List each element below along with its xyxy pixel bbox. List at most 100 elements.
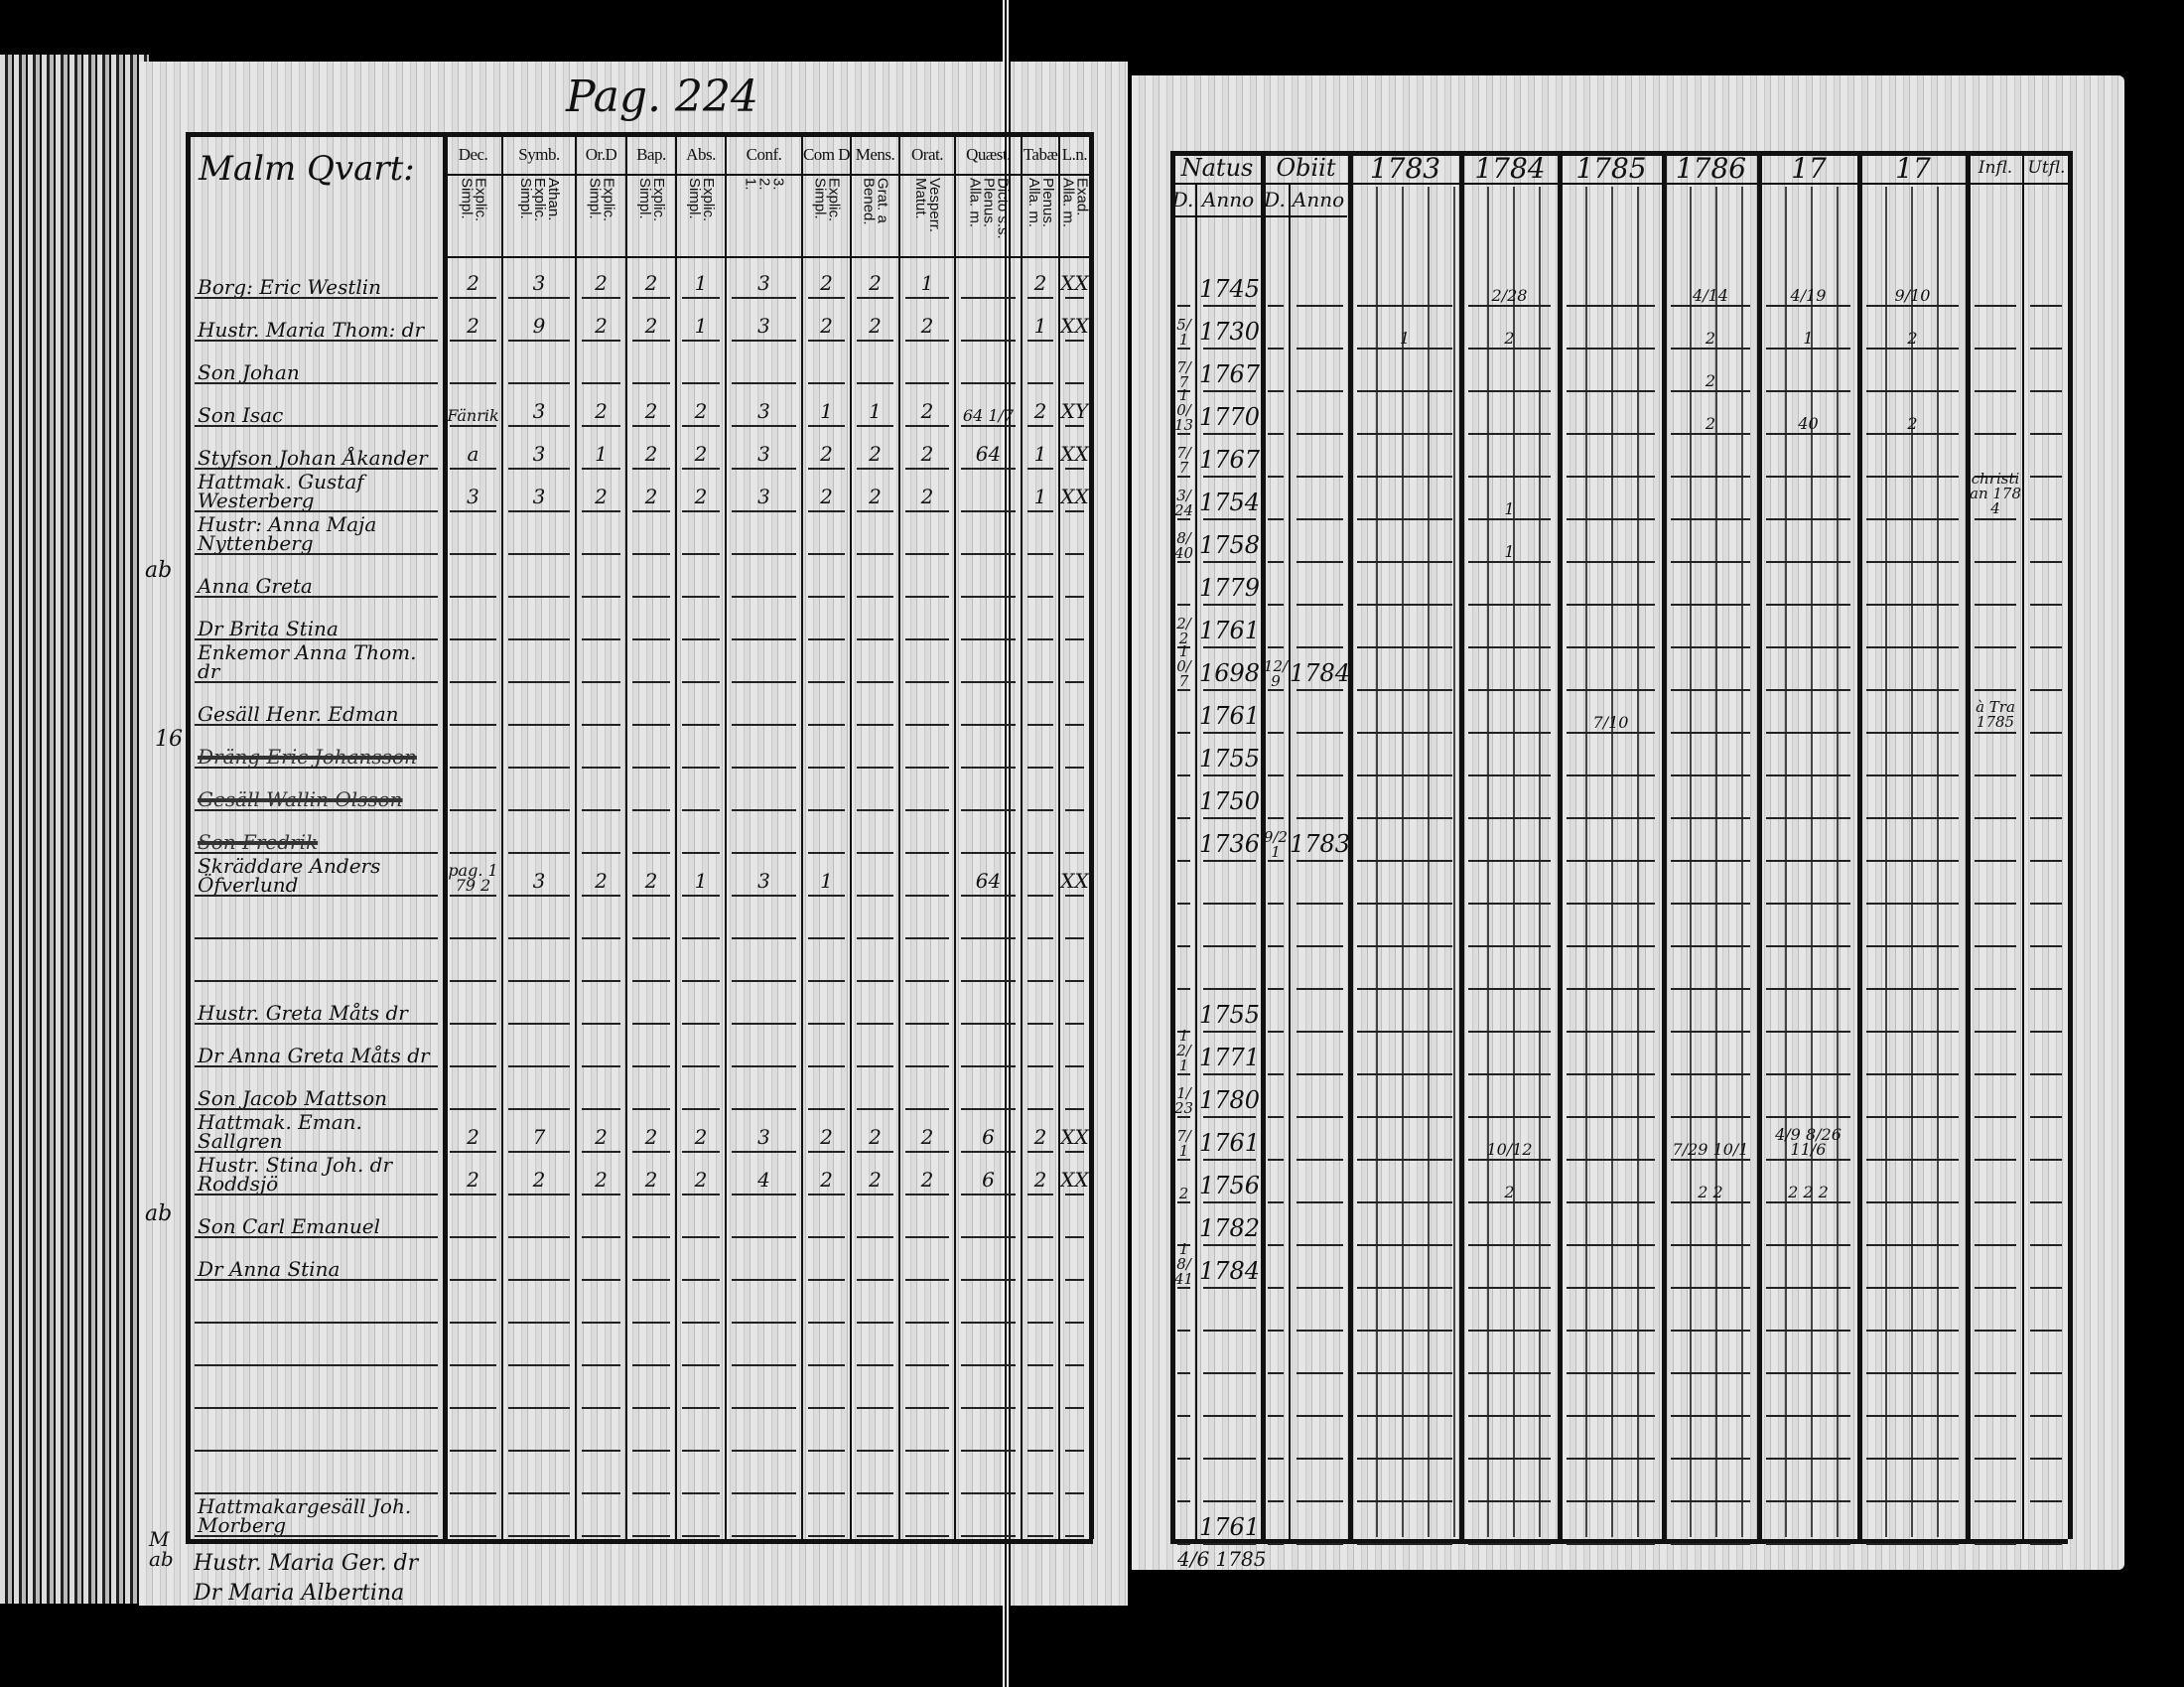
birth-day: [1172, 1504, 1195, 1547]
year-entry: [1861, 1334, 1964, 1376]
year-entry: [1562, 522, 1660, 565]
birth-year: [1198, 907, 1261, 949]
exam-mark: [677, 728, 725, 771]
exam-mark: [852, 344, 898, 386]
column-rule: [1261, 151, 1266, 1539]
year-entry: [1562, 394, 1660, 437]
exam-mark: [727, 557, 801, 600]
exam-mark: [1023, 1027, 1058, 1069]
exam-mark: [445, 1496, 501, 1539]
death-year: [1292, 394, 1348, 437]
birth-day: [1172, 864, 1195, 907]
moved-in: [1970, 736, 2021, 778]
death-year: [1292, 992, 1348, 1035]
year-entry: [1463, 1205, 1556, 1248]
exam-mark: [627, 344, 675, 386]
birth-year: 1767: [1198, 351, 1261, 394]
column-rule: [1857, 151, 1862, 1539]
left-page: [139, 62, 1128, 1606]
year-subcolumns: [1562, 187, 1658, 1537]
exam-mark: [627, 899, 675, 941]
moved-out: [2025, 437, 2067, 480]
column-header: 17: [1791, 151, 1827, 185]
year-entry: [1352, 394, 1457, 437]
year-entry: [1562, 1077, 1660, 1120]
year-entry: [1666, 1504, 1755, 1547]
exam-mark: 3: [503, 856, 575, 899]
year-entry: [1463, 1376, 1556, 1419]
exam-mark: 1: [677, 856, 725, 899]
birth-year: 1782: [1198, 1205, 1261, 1248]
exam-mark: [627, 1027, 675, 1069]
exam-mark: [852, 557, 898, 600]
death-year: [1292, 1205, 1348, 1248]
death-year: [1292, 864, 1348, 907]
exam-mark: [677, 642, 725, 685]
exam-mark: 2: [1023, 386, 1058, 429]
exam-mark: 1: [803, 856, 850, 899]
exam-mark: [677, 344, 725, 386]
year-entry: [1463, 1291, 1556, 1334]
exam-mark: [627, 1411, 675, 1454]
exam-mark: [852, 813, 898, 856]
birth-day: [1172, 1205, 1195, 1248]
exam-mark: [1060, 1197, 1089, 1240]
exam-mark: [900, 1069, 954, 1112]
year-entry: [1666, 1035, 1755, 1077]
person-name: Dr Anna Greta Måts dr: [190, 1027, 443, 1069]
exam-mark: [677, 557, 725, 600]
year-entry: [1861, 437, 1964, 480]
column-rule: [898, 132, 900, 1539]
exam-mark: [1023, 813, 1058, 856]
column-header: Bap.: [636, 145, 666, 164]
year-entry: [1861, 1077, 1964, 1120]
death-day: 9/21: [1263, 821, 1289, 864]
death-year: [1292, 949, 1348, 992]
year-entry: [1761, 480, 1855, 522]
exam-mark: [803, 941, 850, 984]
moved-out: [2025, 1504, 2067, 1547]
birth-year: 1698: [1198, 650, 1261, 693]
person-name: [190, 1411, 443, 1454]
person-name: Son Jacob Mattson: [190, 1069, 443, 1112]
moved-in: [1970, 907, 2021, 949]
column-rule: [1170, 151, 1175, 1539]
year-entry: [1562, 1504, 1660, 1547]
moved-in: [1970, 1163, 2021, 1205]
exam-mark: 2: [577, 856, 625, 899]
birth-day: [1172, 1462, 1195, 1504]
column-header: Tabæ: [1023, 145, 1058, 164]
exam-mark: [503, 984, 575, 1027]
exam-mark: [503, 514, 575, 557]
year-entry: 7/29 10/1: [1666, 1120, 1755, 1163]
death-day: [1263, 949, 1289, 992]
column-header: Obiit: [1276, 154, 1336, 182]
death-year: [1292, 1163, 1348, 1205]
exam-mark: [627, 813, 675, 856]
moved-out: [2025, 1120, 2067, 1163]
exam-mark: 3: [445, 472, 501, 514]
moved-in: [1970, 1462, 2021, 1504]
exam-mark: [445, 1326, 501, 1368]
death-year: [1292, 565, 1348, 608]
exam-mark: [1023, 1069, 1058, 1112]
exam-mark: [445, 514, 501, 557]
column-subheader: Simpl. Explic.: [577, 178, 625, 255]
birth-year: 1730: [1198, 309, 1261, 351]
exam-mark: XX: [1060, 1112, 1089, 1155]
exam-mark: [677, 1197, 725, 1240]
exam-mark: 1: [900, 258, 954, 301]
year-entry: [1463, 1077, 1556, 1120]
exam-mark: [956, 1027, 1021, 1069]
death-day: [1263, 1120, 1289, 1163]
year-entry: [1861, 1291, 1964, 1334]
exam-mark: [727, 1368, 801, 1411]
year-entry: [1352, 1334, 1457, 1376]
death-year: [1292, 351, 1348, 394]
subheader-label: Explic.: [700, 178, 717, 222]
exam-mark: [1023, 728, 1058, 771]
birth-year: 1761: [1198, 1504, 1261, 1547]
exam-mark: [956, 1368, 1021, 1411]
moved-out: [2025, 1419, 2067, 1462]
exam-mark: [677, 600, 725, 642]
